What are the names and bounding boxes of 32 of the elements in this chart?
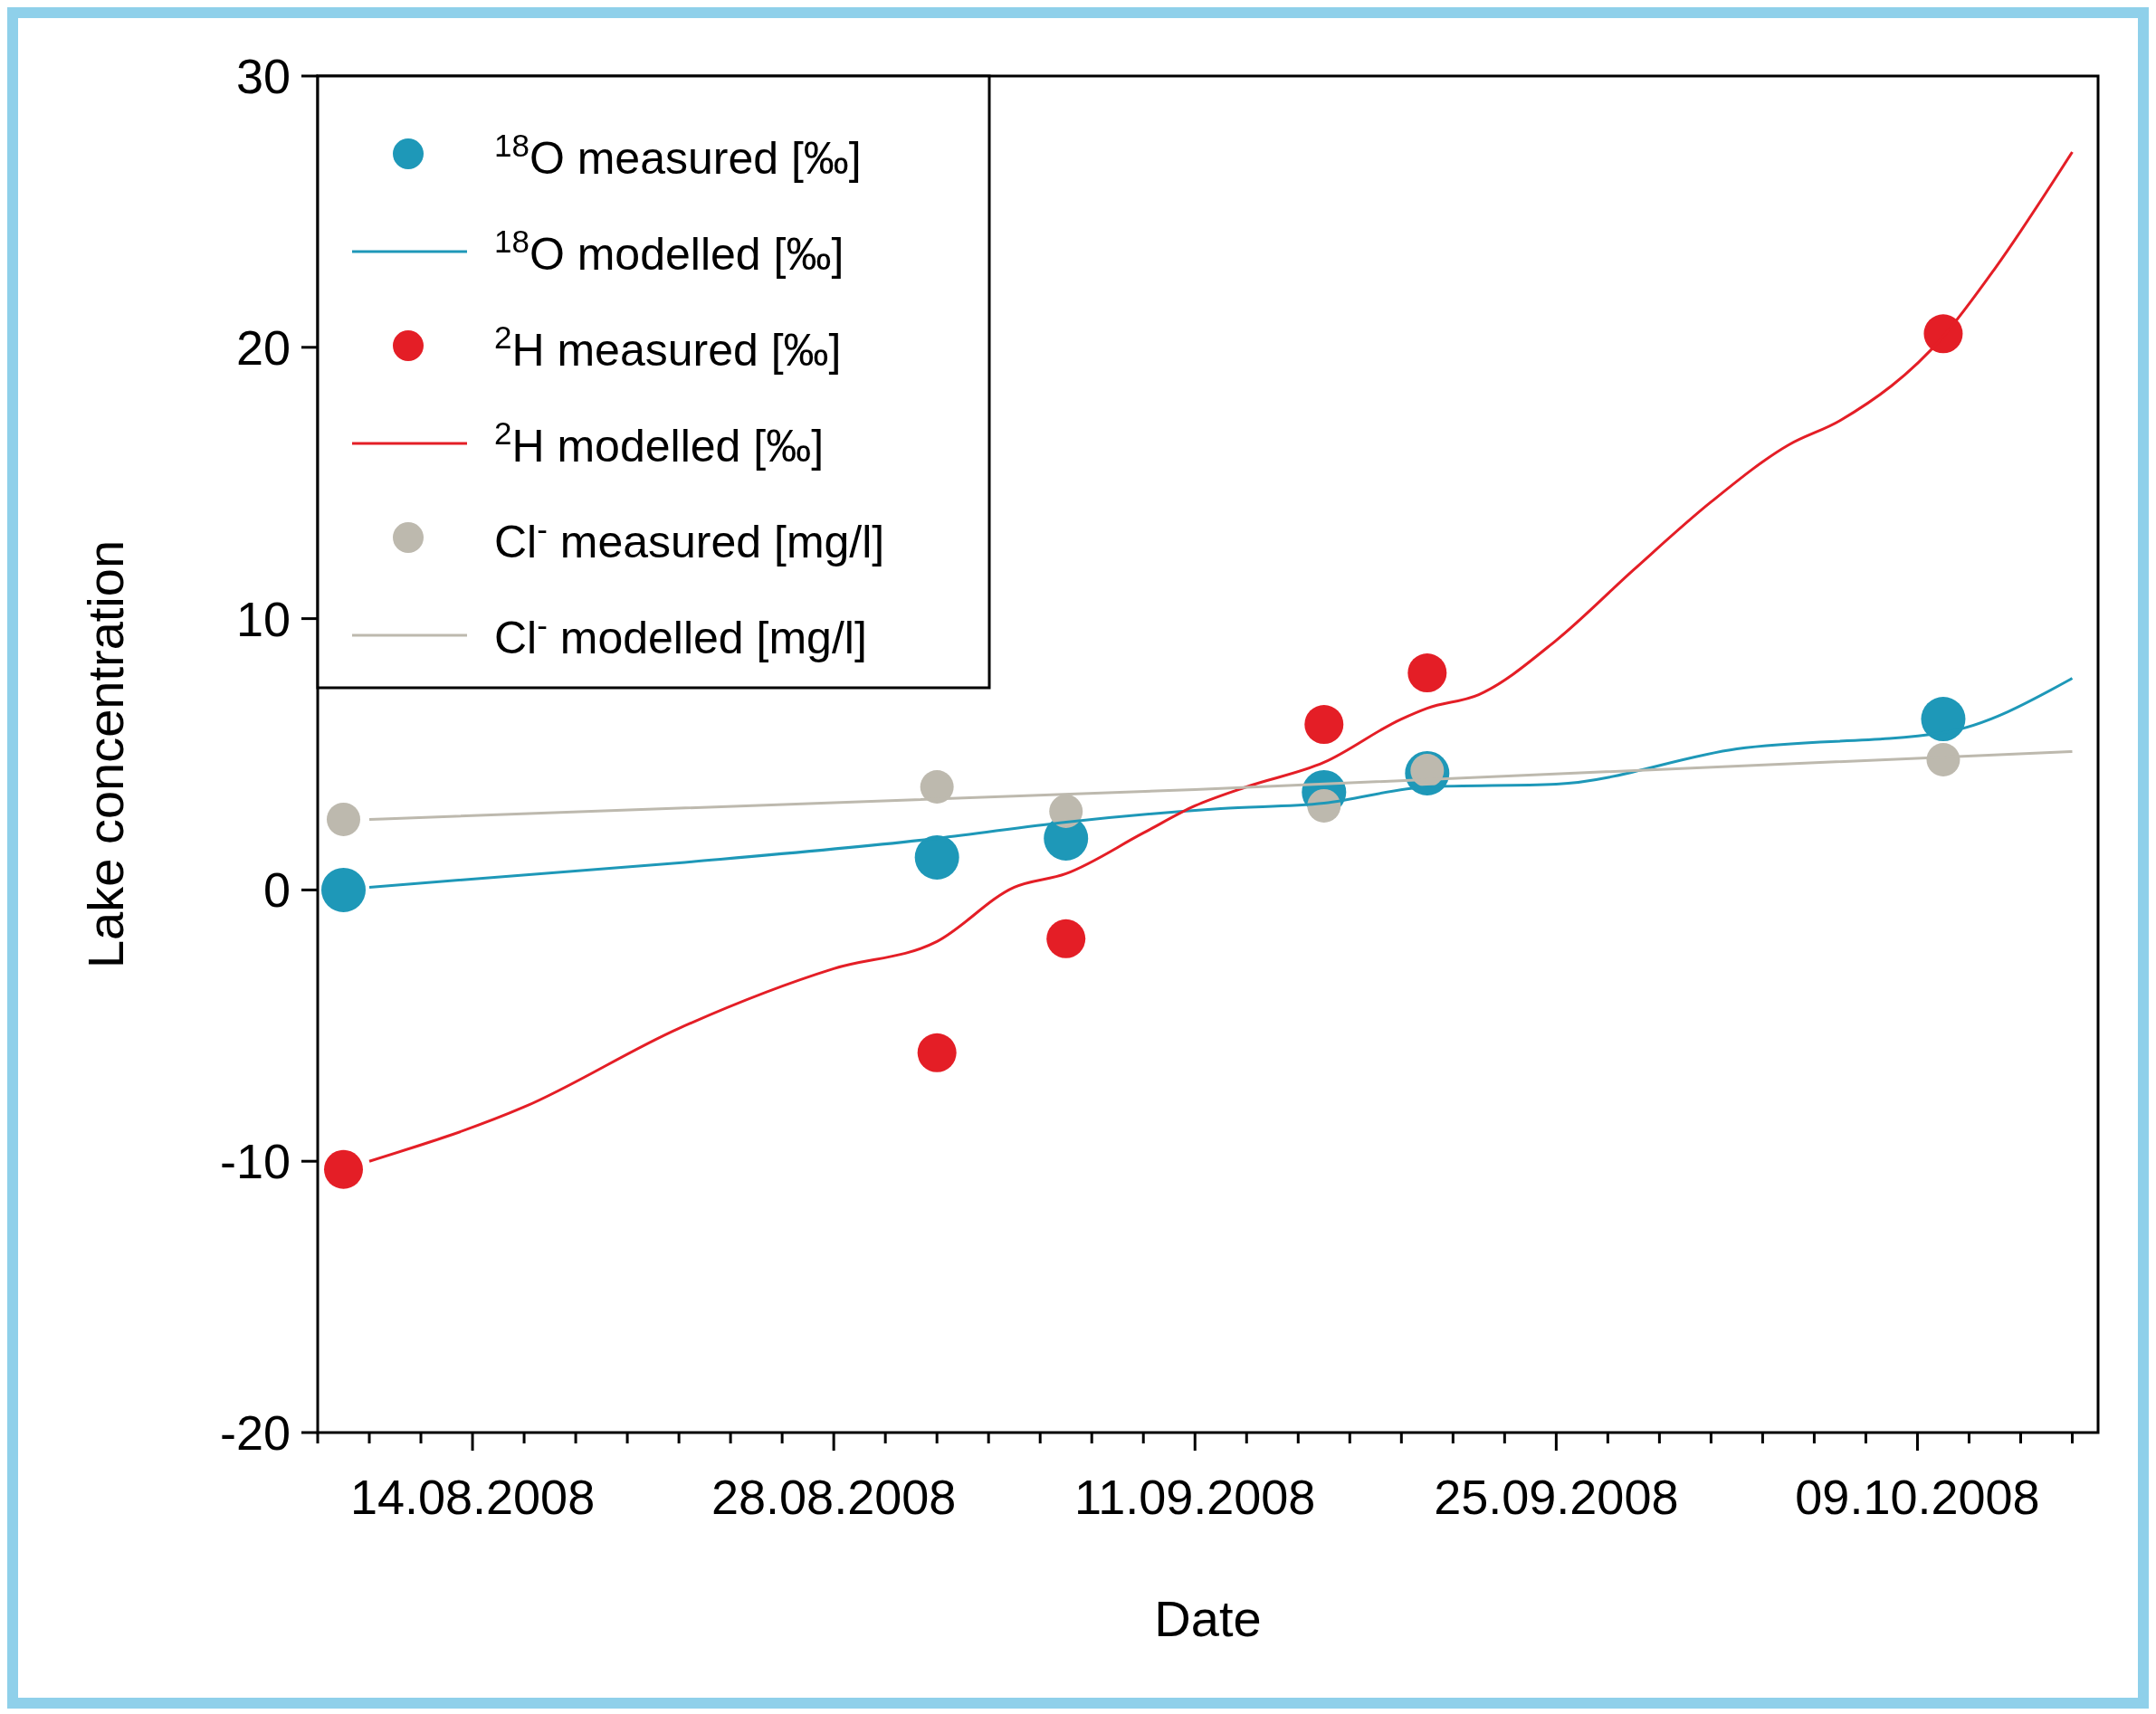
point [1046,919,1086,958]
point [1921,697,1966,742]
legend-label: $^{2}$H modelled [‰] [494,414,825,471]
point [914,834,959,880]
line-series [367,677,2074,889]
point [1304,705,1344,745]
point [327,802,361,836]
legend-label: $^{18}$O modelled [‰] [494,223,844,280]
y-tick-label: 30 [235,48,291,103]
point [1407,653,1447,693]
x-tick-label: 28.08.2008 [711,1470,957,1524]
y-tick-label: -20 [219,1405,291,1460]
point [1049,794,1083,828]
y-axis-title: Lake concentration [77,539,134,969]
legend-label: Cl$^{-}$ modelled [mg/l] [494,606,867,663]
legend-label: $^{18}$O measured [‰] [494,127,862,184]
point [1923,314,1963,354]
point [324,1149,364,1189]
legend-label: $^{2}$H measured [‰] [494,319,842,376]
legend-label: Cl$^{-}$ measured [mg/l] [494,510,885,567]
x-tick-label: 14.08.2008 [349,1470,596,1524]
x-tick-label: 09.10.2008 [1795,1470,2040,1524]
x-tick-label: 11.09.2008 [1074,1470,1316,1524]
y-tick-label: -10 [219,1134,291,1189]
x-tick-label: 25.09.2008 [1434,1470,1679,1524]
y-tick-label: 20 [235,319,291,375]
x-axis-title: Date [1154,1590,1262,1647]
y-tick-label: 10 [235,591,291,646]
point [920,769,954,804]
point [917,1033,957,1072]
point [321,867,367,912]
y-tick-label: 0 [262,862,291,918]
